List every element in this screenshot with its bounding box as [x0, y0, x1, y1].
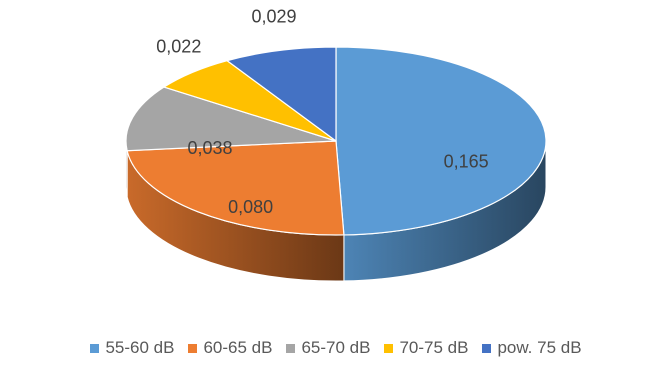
legend-label-0: 55-60 dB [105, 338, 175, 357]
pie-slice-2 [125, 86, 337, 152]
legend-swatch-1 [188, 343, 198, 353]
pie-slice-0 [335, 46, 547, 236]
legend-label-3: 70-75 dB [399, 338, 469, 357]
chart-canvas: 0,165 0,080 0,038 0,022 0,029 [125, 6, 547, 282]
legend-item-4: pow. 75 dB [482, 338, 582, 358]
data-label-3: 0,022 [156, 36, 201, 56]
legend-item-3: 70-75 dB [384, 338, 468, 358]
pie-slice-4 [225, 46, 337, 143]
data-label-2: 0,038 [187, 138, 232, 158]
data-label-0: 0,165 [444, 152, 489, 172]
chart-legend: 55-60 dB 60-65 dB 65-70 dB 70-75 dB pow. 75 … [0, 328, 672, 368]
legend-item-0: 55-60 dB [90, 338, 174, 358]
legend-swatch-3 [384, 343, 394, 353]
legend-item-2: 65-70 dB [286, 338, 370, 358]
pie-slice-1 [126, 140, 345, 236]
legend-swatch-4 [482, 343, 492, 353]
data-label-1: 0,080 [228, 197, 273, 217]
legend-swatch-0 [90, 343, 100, 353]
legend-label-1: 60-65 dB [203, 338, 273, 357]
legend-swatch-2 [286, 343, 296, 353]
data-label-4: 0,029 [252, 6, 297, 26]
legend-label-2: 65-70 dB [301, 338, 371, 357]
legend-label-4: pow. 75 dB [497, 338, 582, 357]
legend-item-1: 60-65 dB [188, 338, 272, 358]
